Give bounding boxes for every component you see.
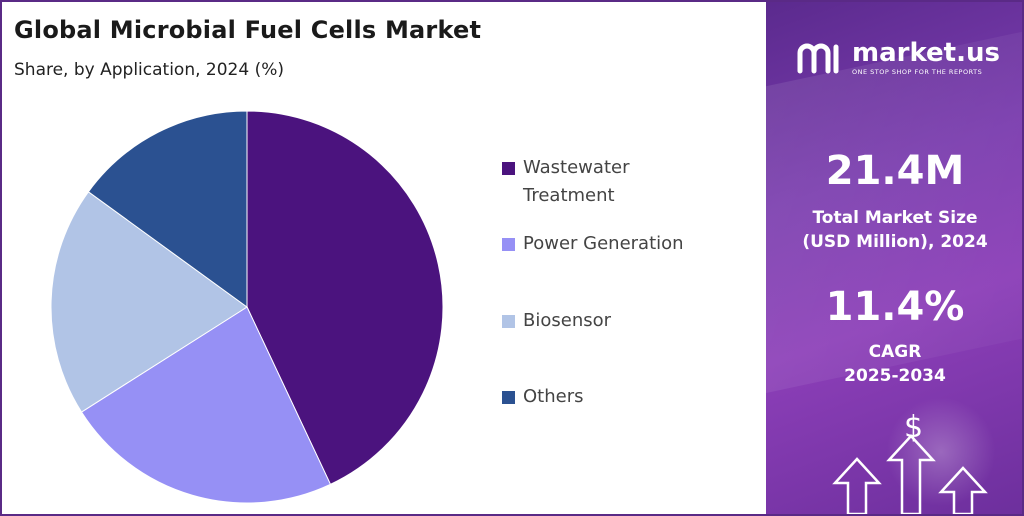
dollar-icon: $ — [904, 410, 924, 445]
chart-title: Global Microbial Fuel Cells Market — [14, 16, 482, 44]
market-size-label-line: Total Market Size — [812, 208, 978, 228]
up-arrow-icon — [938, 466, 988, 514]
legend-item-others: Others — [502, 383, 762, 411]
brand-tagline: ONE STOP SHOP FOR THE REPORTS — [852, 68, 983, 76]
pie-slice-biosensor — [50, 191, 248, 413]
legend-swatch — [502, 315, 515, 328]
market-size-label: Total Market Size (USD Million), 2024 — [766, 206, 1022, 254]
background-glow — [886, 397, 996, 507]
chart-subtitle: Share, by Application, 2024 (%) — [14, 60, 284, 80]
legend-swatch — [502, 162, 515, 175]
cagr-label-line: 2025-2034 — [844, 366, 946, 386]
cagr-value: 11.4% — [825, 284, 965, 330]
legend-label: Power Generation — [523, 233, 684, 254]
brand-logo: market.us ONE STOP SHOP FOR THE REPORTS — [796, 40, 1000, 76]
legend-label-line: Wastewater — [523, 157, 630, 178]
legend-label: Biosensor — [523, 310, 612, 331]
up-arrow-icon — [832, 457, 882, 514]
pie-slice-wastewater-treatment — [246, 110, 444, 486]
legend-label: Others — [523, 386, 584, 407]
chart-panel: Global Microbial Fuel Cells Market Share… — [2, 2, 766, 514]
pie-slice-power-generation — [80, 306, 332, 504]
pie-chart — [50, 110, 444, 504]
legend-swatch — [502, 238, 515, 251]
pie-slice-others — [87, 110, 248, 308]
legend-swatch — [502, 391, 515, 404]
legend-label: Wastewater Treatment — [523, 154, 629, 210]
legend-item-wastewater: Wastewater Treatment — [502, 154, 762, 210]
market-size-label-line: (USD Million), 2024 — [802, 232, 988, 252]
legend-item-biosensor: Biosensor — [502, 307, 762, 335]
cagr-label: CAGR 2025-2034 — [766, 340, 1022, 388]
brand-name: market.us — [852, 38, 1000, 68]
legend-item-power-generation: Power Generation — [502, 230, 762, 258]
stats-panel: market.us ONE STOP SHOP FOR THE REPORTS … — [766, 2, 1022, 514]
market-us-logo-icon — [797, 43, 839, 74]
brand-text: market.us ONE STOP SHOP FOR THE REPORTS — [852, 40, 1000, 76]
cagr-label-line: CAGR — [868, 342, 922, 362]
up-arrow-icon — [886, 434, 936, 514]
market-size-value: 21.4M — [825, 148, 965, 194]
legend-label-line: Treatment — [523, 185, 615, 206]
